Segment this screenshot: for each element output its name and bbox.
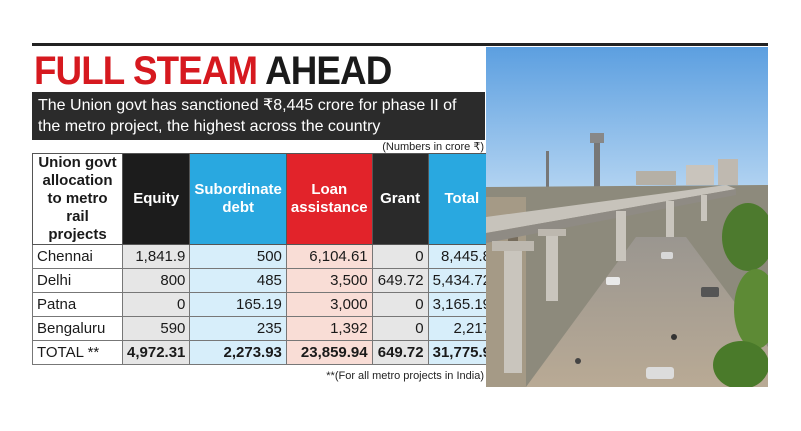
table-cell: 1,392: [285, 316, 373, 341]
table-cell: 2,217: [427, 316, 497, 341]
table-total-row: TOTAL ** 4,972.31 2,273.93 23,859.94 649…: [32, 340, 497, 365]
headline: FULL STEAM AHEAD: [34, 49, 392, 93]
table-row: Bengaluru 590 235 1,392 0 2,217: [32, 316, 497, 341]
table-cell: 500: [189, 244, 287, 269]
column-header: Loan assistance: [285, 153, 373, 245]
headline-part2: AHEAD: [265, 49, 392, 93]
table-cell: 649.72: [371, 340, 429, 365]
table-cell: 0: [371, 292, 429, 317]
top-rule: [32, 43, 768, 46]
table-cell: 4,972.31: [121, 340, 191, 365]
table-row: Chennai 1,841.9 500 6,104.61 0 8,445.8: [32, 244, 497, 269]
subhead: The Union govt has sanctioned ₹8,445 cro…: [32, 92, 485, 140]
table-cell: 23,859.94: [285, 340, 373, 365]
column-header: Equity: [121, 153, 191, 245]
table-cell: 485: [189, 268, 287, 293]
table-cell: 649.72: [371, 268, 429, 293]
table-row: Patna 0 165.19 3,000 0 3,165.19: [32, 292, 497, 317]
allocation-table: Union govt allocation to metro rail proj…: [32, 153, 497, 365]
table-cell: 6,104.61: [285, 244, 373, 269]
table-cell: 31,775.9: [427, 340, 497, 365]
headline-part1: FULL STEAM: [34, 49, 258, 93]
table-cell: Chennai: [32, 244, 123, 269]
table-cell: 165.19: [189, 292, 287, 317]
infographic-card: FULL STEAM AHEAD The Union govt has sanc…: [32, 43, 768, 387]
table-cell: Delhi: [32, 268, 123, 293]
table-cell: 1,841.9: [121, 244, 191, 269]
column-header: Union govt allocation to metro rail proj…: [32, 153, 123, 245]
metro-viaduct-illustration: [486, 47, 768, 387]
table-cell: 0: [371, 244, 429, 269]
metro-viaduct-photo: [486, 47, 768, 387]
column-header: Subordinate debt: [189, 153, 287, 245]
table-header-row: Union govt allocation to metro rail proj…: [32, 153, 497, 245]
units-note: (Numbers in crore ₹): [382, 141, 484, 153]
table-cell: 3,500: [285, 268, 373, 293]
table-cell: 590: [121, 316, 191, 341]
table-cell: Bengaluru: [32, 316, 123, 341]
footnote: **(For all metro projects in India): [326, 370, 484, 382]
table-cell: 3,000: [285, 292, 373, 317]
table-cell: TOTAL **: [32, 340, 123, 365]
column-header: Grant: [371, 153, 429, 245]
table-cell: 235: [189, 316, 287, 341]
table-cell: 0: [371, 316, 429, 341]
table-cell: 2,273.93: [189, 340, 287, 365]
table-cell: Patna: [32, 292, 123, 317]
column-header: Total: [427, 153, 497, 245]
table-cell: 800: [121, 268, 191, 293]
table-row: Delhi 800 485 3,500 649.72 5,434.72: [32, 268, 497, 293]
table-cell: 0: [121, 292, 191, 317]
